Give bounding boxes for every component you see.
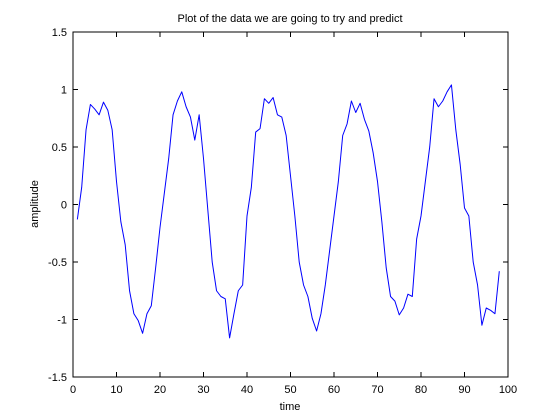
series-layer: [76, 84, 500, 339]
x-tick-label: 70: [371, 384, 383, 396]
x-tick-label: 100: [499, 384, 517, 396]
y-axis: -1.5 -1 -0.5 0 0.5 1 1.5: [48, 27, 508, 384]
y-tick-label: -1: [57, 315, 67, 327]
y-tick-label: -1.5: [48, 372, 67, 384]
x-tick-label: 0: [70, 384, 76, 396]
x-tick-label: 60: [328, 384, 340, 396]
series-line: [76, 84, 500, 339]
plot-area: [72, 31, 509, 378]
y-tick-label: -0.5: [48, 257, 67, 269]
x-axis-label: time: [280, 401, 301, 413]
x-tick-label: 30: [197, 384, 209, 396]
chart-title: Plot of the data we are going to try and…: [177, 13, 402, 25]
y-tick-label: 1.5: [52, 27, 67, 39]
x-tick-label: 10: [110, 384, 122, 396]
y-tick-label: 1: [61, 85, 67, 97]
y-axis-label: amplitude: [29, 180, 41, 228]
x-tick-label: 40: [241, 384, 253, 396]
x-tick-label: 20: [154, 384, 166, 396]
x-tick-label: 50: [284, 384, 296, 396]
y-tick-label: 0: [61, 200, 67, 212]
x-axis: 0 10 20 30 40 50 60 70 80 90 100: [70, 32, 517, 396]
x-tick-label: 80: [415, 384, 427, 396]
y-tick-label: 0.5: [52, 142, 67, 154]
x-tick-label: 90: [458, 384, 470, 396]
